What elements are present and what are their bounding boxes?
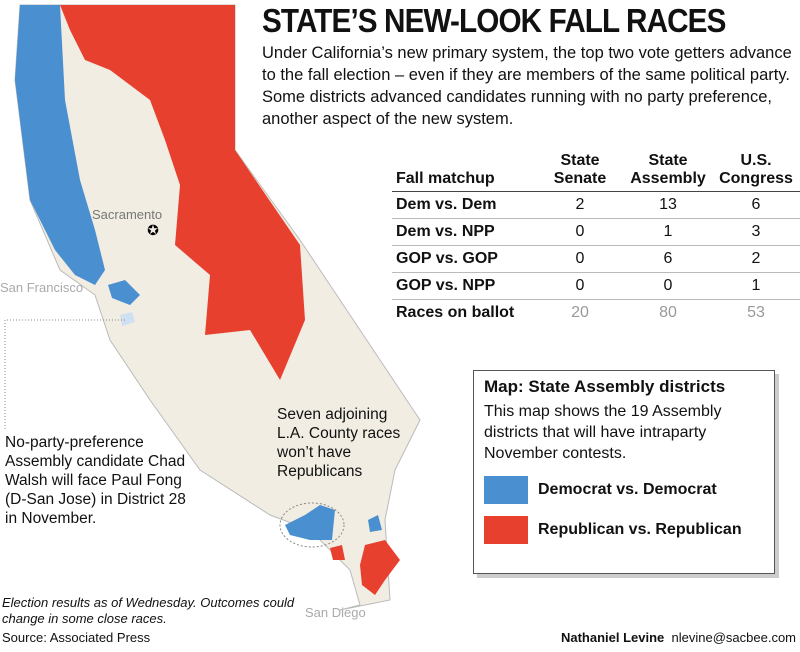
northeast-gop bbox=[60, 5, 305, 380]
row-label: Dem vs. NPP bbox=[392, 218, 536, 246]
source: Source: Associated Press bbox=[2, 630, 151, 645]
column-header: U.S. Congress bbox=[712, 152, 800, 192]
city-label: San Diego bbox=[305, 605, 366, 620]
column-header: State Senate bbox=[536, 152, 624, 192]
row-label: GOP vs. NPP bbox=[392, 272, 536, 300]
table-cell: 6 bbox=[712, 191, 800, 219]
legend-title: Map: State Assembly districts bbox=[484, 377, 726, 396]
table-cell: 13 bbox=[624, 191, 712, 219]
oc-gop bbox=[360, 540, 400, 595]
sj-dem bbox=[120, 312, 135, 326]
bay-dem bbox=[108, 280, 140, 305]
email: nlevine@sacbee.com bbox=[671, 630, 796, 645]
table-cell: 6 bbox=[624, 245, 712, 273]
walsh-note: No-party-preference Assembly candidate C… bbox=[5, 434, 186, 527]
city-label: San Francisco bbox=[0, 280, 84, 295]
table-cell: 0 bbox=[536, 218, 624, 246]
matchup-table: Fall matchup State Senate State Assembly U.… bbox=[392, 152, 800, 326]
legend-item: Democrat vs. Democrat bbox=[484, 476, 764, 504]
legend-label: Republican vs. Republican bbox=[538, 521, 742, 538]
table-row: Dem vs. Dem 2 13 6 bbox=[392, 191, 800, 219]
table-cell: 0 bbox=[536, 245, 624, 273]
row-label: Races on ballot bbox=[396, 304, 515, 321]
table-cell: 20 bbox=[571, 304, 589, 321]
column-header: Fall matchup bbox=[392, 152, 536, 192]
credit: Nathaniel Levine nlevine@sacbee.com bbox=[561, 630, 796, 645]
legend-label: Democrat vs. Democrat bbox=[538, 481, 717, 498]
leader-line bbox=[4, 319, 125, 430]
la-note: Seven adjoining L.A. County races won’t … bbox=[277, 406, 401, 480]
table-cell: 80 bbox=[659, 304, 677, 321]
table-cell: 53 bbox=[747, 304, 765, 321]
column-header: State Assembly bbox=[624, 152, 712, 192]
intro: Under California’s new primary system, t… bbox=[262, 44, 792, 128]
table-cell: 2 bbox=[536, 191, 624, 219]
author: Nathaniel Levine bbox=[560, 630, 665, 645]
table-row: GOP vs. NPP 0 0 1 bbox=[392, 272, 800, 300]
legend-item: Republican vs. Republican bbox=[484, 516, 764, 544]
table-cell: 0 bbox=[536, 272, 624, 300]
legend-swatch bbox=[484, 476, 528, 504]
table-row: Races on ballot 20 80 53 bbox=[392, 300, 800, 327]
table-cell: 2 bbox=[712, 245, 800, 273]
table-cell: 0 bbox=[624, 272, 712, 300]
title: STATE’S NEW-LOOK FALL RACES bbox=[262, 2, 726, 39]
table-row: Dem vs. NPP 0 1 3 bbox=[392, 218, 800, 246]
north-coast-dem bbox=[15, 5, 105, 285]
row-label: GOP vs. GOP bbox=[392, 245, 536, 273]
table-cell: 1 bbox=[624, 218, 712, 246]
table-cell: 1 bbox=[712, 272, 800, 300]
footnote: Election results as of Wednesday. Outcom… bbox=[2, 595, 295, 626]
table-cell: 3 bbox=[712, 218, 800, 246]
legend-swatch bbox=[484, 516, 528, 544]
table-row: GOP vs. GOP 0 6 2 bbox=[392, 245, 800, 273]
oc-gop-2 bbox=[330, 545, 345, 560]
la-dem bbox=[285, 505, 335, 540]
city-label: Sacramento bbox=[92, 207, 163, 222]
map: ✪ bbox=[4, 4, 421, 611]
la-circle bbox=[279, 502, 345, 548]
legend-text: This map shows the 19 Assembly districts… bbox=[484, 403, 722, 462]
row-label: Dem vs. Dem bbox=[392, 191, 536, 219]
capital-star: ✪ bbox=[147, 222, 159, 238]
legend: Map: State Assembly districts This map s… bbox=[473, 370, 775, 574]
la-dem-2 bbox=[368, 515, 382, 532]
